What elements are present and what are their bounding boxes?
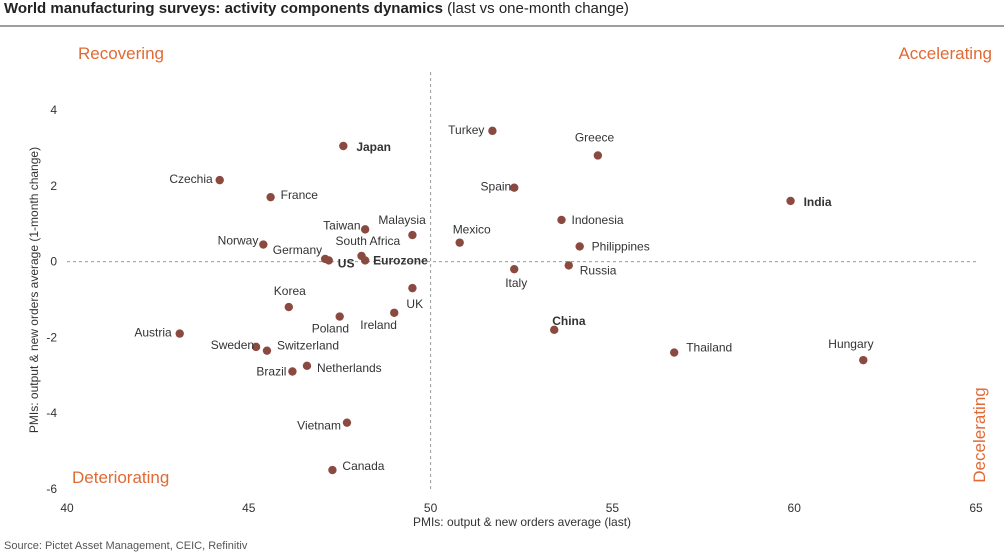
point-norway (259, 240, 268, 249)
point-czechia (215, 175, 224, 185)
point-sweden (251, 342, 261, 352)
point-china (550, 325, 559, 335)
point-label-eurozone: Eurozone (373, 253, 428, 267)
reference-lines (67, 72, 976, 490)
point-indonesia (557, 215, 566, 225)
point-label-poland: Poland (312, 322, 349, 336)
point-label-brazil: Brazil (256, 365, 286, 379)
x-tick-label: 60 (788, 501, 802, 515)
chart-title-sub: (last vs one-month change) (443, 0, 629, 17)
title-rule (0, 25, 1004, 27)
point-label-germany: Germany (273, 243, 322, 257)
point-india (786, 196, 795, 206)
point-netherlands (302, 361, 312, 371)
point-label-italy: Italy (505, 276, 527, 290)
point-france (266, 192, 275, 202)
point-label-taiwan: Taiwan (323, 218, 360, 232)
point-label-us: US (338, 256, 355, 270)
point-label-thailand: Thailand (686, 341, 732, 355)
point-label-sweden: Sweden (211, 338, 254, 352)
y-axis-label: PMIs: output & new orders average (1-mon… (27, 147, 41, 433)
y-tick-label: 4 (50, 103, 57, 117)
source-note: Source: Pictet Asset Management, CEIC, R… (4, 540, 248, 552)
point-switzerland (262, 346, 272, 355)
point-malaysia (408, 230, 417, 240)
axis-ticks: 40 45 50 55 60 65 4 2 0 -2 -4 -6 (46, 103, 983, 515)
point-label-turkey: Turkey (448, 123, 484, 137)
quadrant-decelerating: Decelerating (970, 387, 989, 482)
x-tick-label: 40 (60, 501, 74, 515)
point-labels: Turkey Japan Greece Czechia Spain France India… (134, 123, 873, 473)
x-tick-label: 55 (606, 501, 620, 515)
point-label-spain: Spain (481, 180, 512, 194)
point-label-canada: Canada (342, 459, 384, 473)
point-label-switzerland: Switzerland (277, 339, 339, 353)
x-tick-label: 50 (424, 501, 438, 515)
quadrant-accelerating: Accelerating (898, 44, 992, 63)
y-tick-label: -4 (46, 406, 57, 420)
point-greece (593, 151, 603, 160)
x-axis-label: PMIs: output & new orders average (last) (413, 515, 631, 529)
scatter-chart: 40 45 50 55 60 65 4 2 0 -2 -4 -6 Turkey Japan Greece C… (27, 44, 992, 529)
point-label-ireland: Ireland (360, 318, 397, 332)
point-label-hungary: Hungary (828, 337, 873, 351)
point-russia (564, 261, 573, 270)
point-korea (284, 302, 293, 312)
y-tick-label: 2 (50, 179, 57, 193)
point-taiwan (360, 225, 370, 234)
point-label-uk: UK (406, 297, 423, 311)
chart-title-main: World manufacturing surveys: activity co… (4, 0, 443, 17)
point-label-russia: Russia (580, 263, 617, 277)
point-label-korea: Korea (274, 284, 306, 298)
point-label-india: India (804, 195, 832, 209)
point-japan (339, 141, 348, 151)
point-eurozone (360, 256, 370, 265)
chart-title: World manufacturing surveys: activity co… (4, 0, 629, 17)
quadrant-deteriorating: Deteriorating (72, 468, 169, 487)
point-label-malaysia: Malaysia (378, 213, 426, 227)
quadrant-labels: Recovering Accelerating Deteriorating Decel… (72, 44, 992, 487)
point-turkey (488, 126, 497, 136)
point-label-vietnam: Vietnam (297, 419, 341, 433)
x-tick-label: 65 (969, 501, 983, 515)
point-philippines (575, 242, 584, 251)
point-label-czechia: Czechia (169, 172, 213, 186)
point-label-netherlands: Netherlands (317, 361, 382, 375)
point-label-france: France (281, 188, 319, 202)
point-label-south-africa: South Africa (336, 234, 401, 248)
point-label-japan: Japan (356, 140, 391, 154)
point-label-austria: Austria (134, 326, 172, 340)
point-spain (510, 183, 519, 192)
point-label-greece: Greece (575, 130, 615, 144)
point-hungary (859, 355, 868, 365)
point-italy (510, 264, 519, 274)
point-label-philippines: Philippines (592, 239, 650, 253)
point-mexico (455, 238, 464, 247)
point-canada (328, 465, 337, 475)
point-label-mexico: Mexico (453, 223, 491, 237)
point-ireland (390, 308, 399, 317)
y-tick-label: 0 (50, 255, 57, 269)
point-vietnam (342, 418, 352, 427)
point-label-indonesia: Indonesia (571, 213, 623, 227)
point-label-norway: Norway (218, 234, 259, 248)
point-poland (335, 312, 344, 321)
x-tick-label: 45 (242, 501, 256, 515)
data-points (175, 126, 868, 475)
y-tick-label: -2 (46, 330, 57, 344)
y-tick-label: -6 (46, 482, 57, 496)
point-label-china: China (552, 314, 586, 328)
point-uk (408, 283, 417, 293)
point-brazil (288, 367, 297, 376)
point-austria (175, 329, 184, 338)
point-us (324, 256, 333, 265)
quadrant-recovering: Recovering (78, 44, 164, 63)
point-thailand (670, 348, 679, 357)
